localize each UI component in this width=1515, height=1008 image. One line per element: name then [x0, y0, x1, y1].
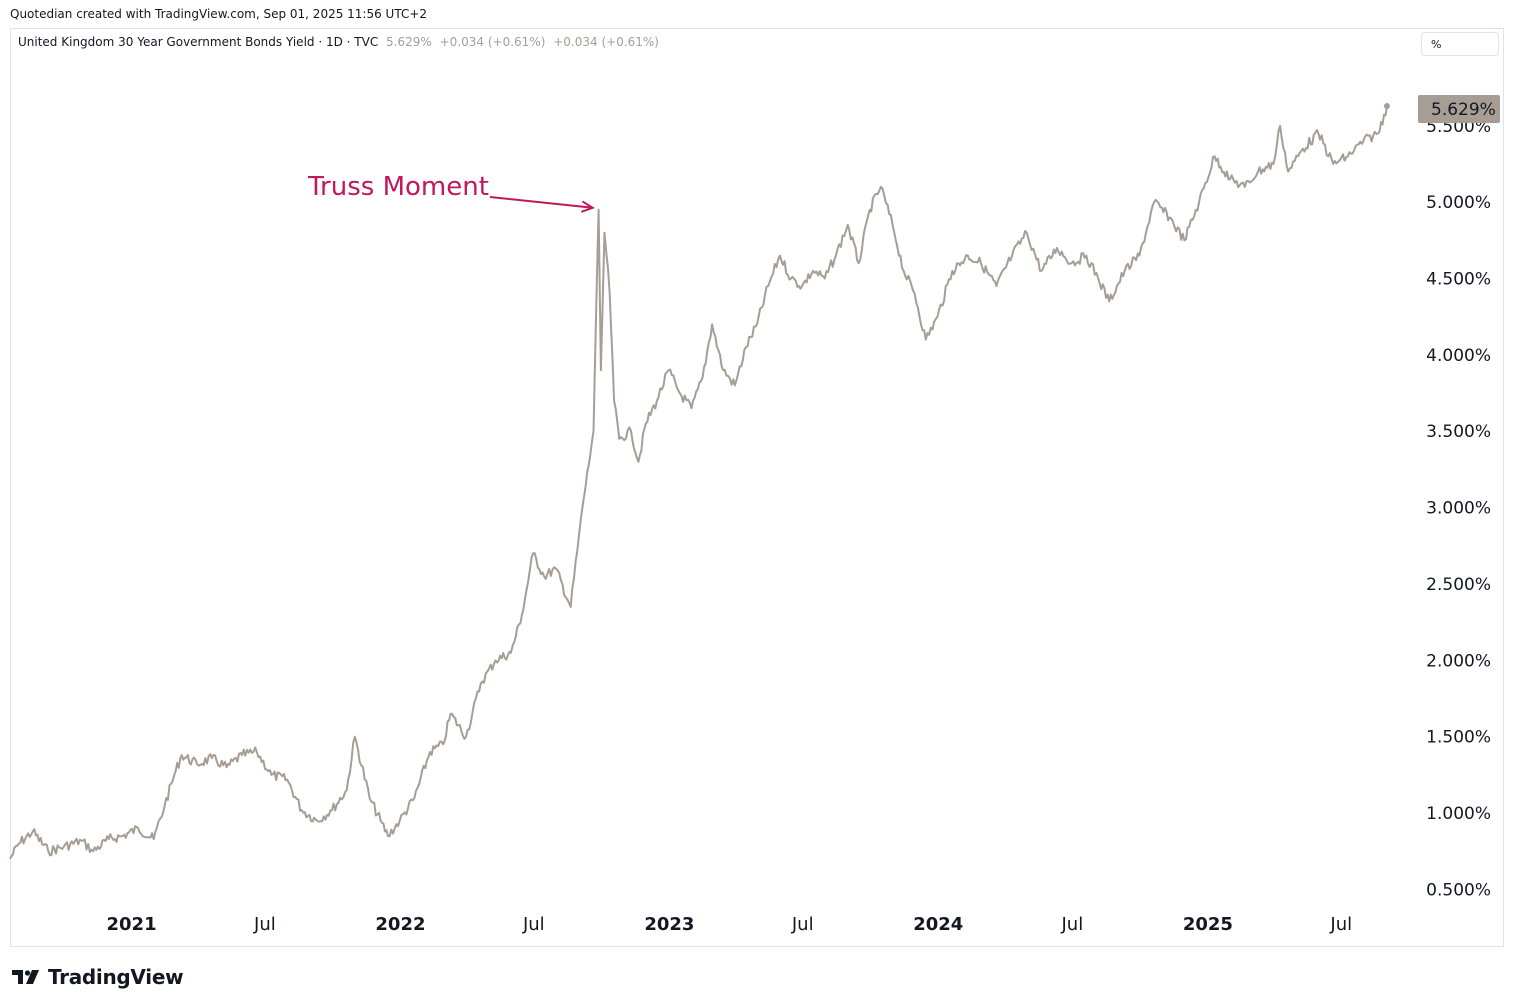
legend-change: +0.034 (+0.61%) — [439, 35, 546, 49]
annotation-arrowhead — [581, 200, 595, 213]
y-tick-label: 4.000% — [1426, 346, 1491, 366]
last-price-label: 5.629% — [1418, 95, 1500, 124]
legend-symbol: United Kingdom 30 Year Government Bonds … — [18, 35, 379, 49]
tradingview-logo-icon — [12, 970, 39, 984]
chart-caption: Quotedian created with TradingView.com, … — [10, 7, 428, 21]
last-price-background — [1418, 95, 1500, 124]
brand: TradingView — [12, 965, 184, 989]
y-tick-label: 2.000% — [1426, 651, 1491, 671]
annotation: Truss Moment — [307, 172, 595, 213]
x-tick-label: Jul — [1329, 914, 1352, 935]
x-tick-label: Jul — [1061, 914, 1084, 935]
series-line — [9, 105, 1388, 860]
brand-name: TradingView — [48, 965, 184, 989]
x-tick-label: Jul — [791, 914, 814, 935]
y-tick-label: 1.000% — [1426, 804, 1491, 824]
annotation-arrow — [489, 196, 593, 209]
last-point — [1383, 103, 1390, 110]
chart-panel[interactable] — [10, 28, 1504, 947]
y-tick-label: 3.000% — [1426, 499, 1491, 519]
annotation-text: Truss Moment — [307, 172, 489, 202]
chart-legend[interactable]: United Kingdom 30 Year Government Bonds … — [18, 35, 659, 49]
y-tick-label: 1.500% — [1426, 728, 1491, 748]
y-tick-label: 3.500% — [1426, 422, 1491, 442]
last-price-text: 5.629% — [1431, 100, 1496, 120]
series-layer — [9, 103, 1390, 860]
x-tick-label: 2022 — [375, 914, 425, 935]
legend-change-alt: +0.034 (+0.61%) — [553, 35, 659, 49]
x-tick-label: Jul — [253, 914, 276, 935]
legend-last-value: 5.629% — [386, 35, 432, 49]
y-tick-label: 4.500% — [1426, 270, 1491, 290]
y-tick-label: 2.500% — [1426, 575, 1491, 595]
x-axis[interactable]: 2021 Jul 2022 Jul 2023 Jul 2024 Jul 2025 Jul — [107, 914, 1353, 935]
x-tick-label: Jul — [522, 914, 545, 935]
x-tick-label: 2024 — [913, 914, 963, 935]
y-tick-label: 0.500% — [1426, 880, 1491, 900]
y-tick-label: 5.000% — [1426, 193, 1491, 213]
x-tick-label: 2021 — [107, 914, 157, 935]
y-axis[interactable]: 6.000%5.500%5.000%4.500%4.000%3.500%3.00… — [1426, 40, 1491, 900]
x-tick-label: 2025 — [1183, 914, 1233, 935]
scale-mode-button[interactable]: % — [1421, 32, 1499, 56]
x-tick-label: 2023 — [644, 914, 694, 935]
